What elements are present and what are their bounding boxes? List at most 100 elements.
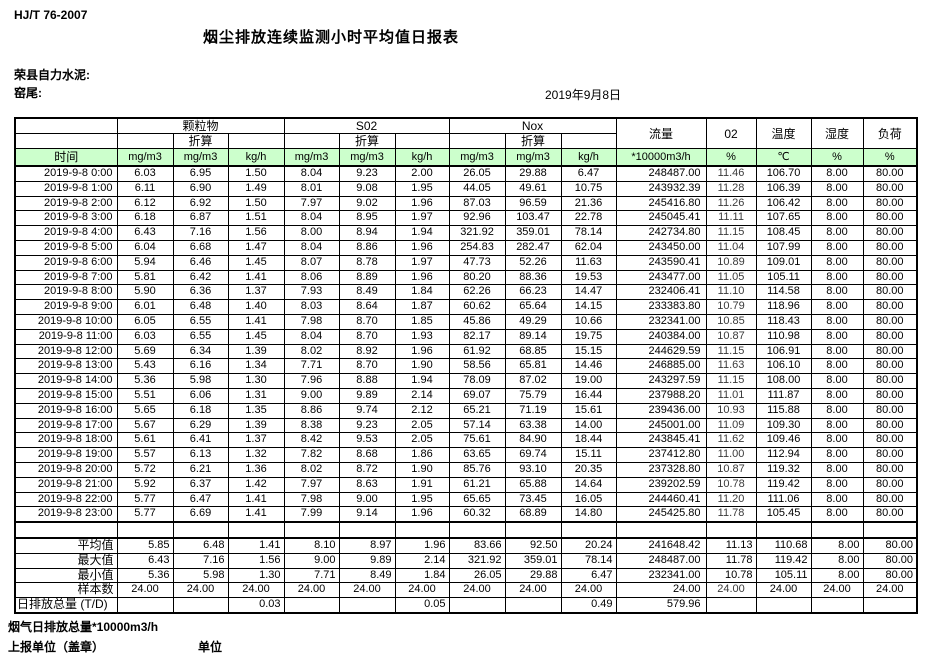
table-row: 2019-9-8 1:00 6.11 6.90 1.49 8.01 9.08 1.95 44.… [14, 180, 918, 197]
value-cell: 1.42 [227, 476, 285, 493]
value-cell: 8.86 [338, 239, 396, 256]
table-row: 2019-9-8 16:00 5.65 6.18 1.35 8.86 9.74 2.12 65… [14, 402, 918, 419]
time-cell: 2019-9-8 9:00 [14, 299, 118, 315]
value-cell: 245416.80 [615, 195, 707, 212]
time-cell: 2019-9-8 15:00 [14, 387, 118, 404]
value-cell: 1.31 [227, 387, 285, 404]
value-cell: 7.96 [283, 373, 340, 389]
value-cell: 243932.39 [615, 180, 707, 197]
summary-row-count: 样本数 24.00 24.00 24.00 24.00 24.00 24.00 24.00 24… [14, 582, 918, 599]
summary-value-cell: 1.41 [227, 536, 285, 554]
value-cell: 10.85 [705, 313, 757, 330]
value-cell: 107.65 [755, 210, 812, 227]
value-cell: 85.76 [448, 461, 506, 478]
value-cell: 5.98 [172, 373, 229, 389]
column-group-humidity: 湿度 [810, 117, 864, 149]
value-cell: 11.05 [705, 269, 757, 286]
converted-label-so2: 折算 [338, 133, 396, 149]
value-cell: 11.10 [705, 284, 757, 301]
value-cell: 240384.00 [615, 328, 707, 345]
value-cell: 78.09 [448, 373, 506, 389]
value-cell: 8.89 [338, 269, 396, 286]
value-cell: 9.89 [338, 387, 396, 404]
value-cell: 246885.00 [615, 358, 707, 375]
value-cell: 6.90 [172, 180, 229, 197]
time-cell: 2019-9-8 1:00 [14, 180, 118, 197]
value-cell: 63.65 [448, 447, 506, 463]
value-cell: 6.47 [560, 165, 617, 182]
table-row: 2019-9-8 12:00 5.69 6.34 1.39 8.02 8.92 1.96 61… [14, 343, 918, 360]
value-cell: 1.49 [227, 180, 285, 197]
unit-cell: kg/h [394, 148, 450, 167]
value-cell: 7.93 [283, 284, 340, 301]
value-cell: 1.96 [394, 195, 450, 212]
summary-value-cell: 6.47 [560, 567, 617, 584]
value-cell: 8.00 [810, 328, 864, 345]
value-cell: 16.44 [560, 387, 617, 404]
header-row-units: 时间 mg/m3 mg/m3 kg/h mg/m3 mg/m3 kg/h mg/… [14, 148, 918, 167]
value-cell: 1.96 [394, 269, 450, 286]
unit-cell: mg/m3 [172, 148, 229, 167]
value-cell: 8.00 [810, 165, 864, 182]
value-cell: 80.00 [862, 506, 918, 524]
value-cell: 106.39 [755, 180, 812, 197]
value-cell: 89.14 [504, 328, 562, 345]
value-cell: 1.45 [227, 254, 285, 271]
value-cell: 80.00 [862, 269, 918, 286]
value-cell: 111.87 [755, 387, 812, 404]
value-cell: 8.38 [283, 417, 340, 434]
summary-rows: 平均值 5.85 6.48 1.41 8.10 8.97 1.96 83.66 92.50 20.… [14, 521, 918, 614]
value-cell: 112.94 [755, 447, 812, 463]
value-cell: 80.00 [862, 402, 918, 419]
table-row: 2019-9-8 2:00 6.12 6.92 1.50 7.97 9.02 1.96 87.… [14, 195, 918, 212]
value-cell: 22.78 [560, 210, 617, 227]
value-cell: 6.47 [172, 491, 229, 508]
value-cell: 8.03 [283, 299, 340, 315]
empty-header-cell [394, 133, 450, 149]
value-cell: 10.79 [705, 299, 757, 315]
table-row: 2019-9-8 5:00 6.04 6.68 1.47 8.04 8.86 1.96 254… [14, 239, 918, 256]
summary-row-total: 日排放总量 (T/D) 0.03 0.05 0.49 579.96 [14, 597, 918, 614]
value-cell: 243477.00 [615, 269, 707, 286]
value-cell: 9.08 [338, 180, 396, 197]
value-cell: 5.43 [116, 358, 174, 375]
value-cell: 2.00 [394, 165, 450, 182]
value-cell: 80.00 [862, 284, 918, 301]
value-cell: 8.00 [810, 299, 864, 315]
value-cell: 9.02 [338, 195, 396, 212]
summary-value-cell: 119.42 [755, 552, 812, 569]
value-cell: 245045.41 [615, 210, 707, 227]
value-cell: 106.10 [755, 358, 812, 375]
time-cell: 2019-9-8 11:00 [14, 328, 118, 345]
summary-value-cell: 80.00 [862, 536, 918, 554]
time-cell: 2019-9-8 0:00 [14, 165, 118, 182]
value-cell: 10.87 [705, 461, 757, 478]
value-cell: 69.74 [504, 447, 562, 463]
value-cell: 119.42 [755, 476, 812, 493]
time-cell: 2019-9-8 18:00 [14, 432, 118, 449]
empty-cell [172, 521, 229, 539]
value-cell: 2.05 [394, 432, 450, 449]
value-cell: 8.42 [283, 432, 340, 449]
table-row: 2019-9-8 20:00 5.72 6.21 1.36 8.02 8.72 1.90 85… [14, 461, 918, 478]
value-cell: 15.61 [560, 402, 617, 419]
summary-value-cell [448, 597, 506, 614]
header-row-converted: 折算 折算 折算 [14, 133, 917, 149]
value-cell: 6.21 [172, 461, 229, 478]
value-cell: 1.94 [394, 225, 450, 241]
summary-value-cell [755, 597, 812, 614]
time-cell: 2019-9-8 21:00 [14, 476, 118, 493]
value-cell: 8.00 [810, 210, 864, 227]
value-cell: 80.00 [862, 358, 918, 375]
value-cell: 14.15 [560, 299, 617, 315]
value-cell: 11.20 [705, 491, 757, 508]
value-cell: 1.39 [227, 417, 285, 434]
value-cell: 1.56 [227, 225, 285, 241]
value-cell: 243845.41 [615, 432, 707, 449]
summary-value-cell: 6.48 [172, 536, 229, 554]
summary-value-cell: 248487.00 [615, 552, 707, 569]
table-row: 2019-9-8 22:00 5.77 6.47 1.41 7.98 9.00 1.95 65… [14, 491, 918, 508]
value-cell: 2.12 [394, 402, 450, 419]
time-cell: 2019-9-8 7:00 [14, 269, 118, 286]
summary-value-cell [283, 597, 340, 614]
